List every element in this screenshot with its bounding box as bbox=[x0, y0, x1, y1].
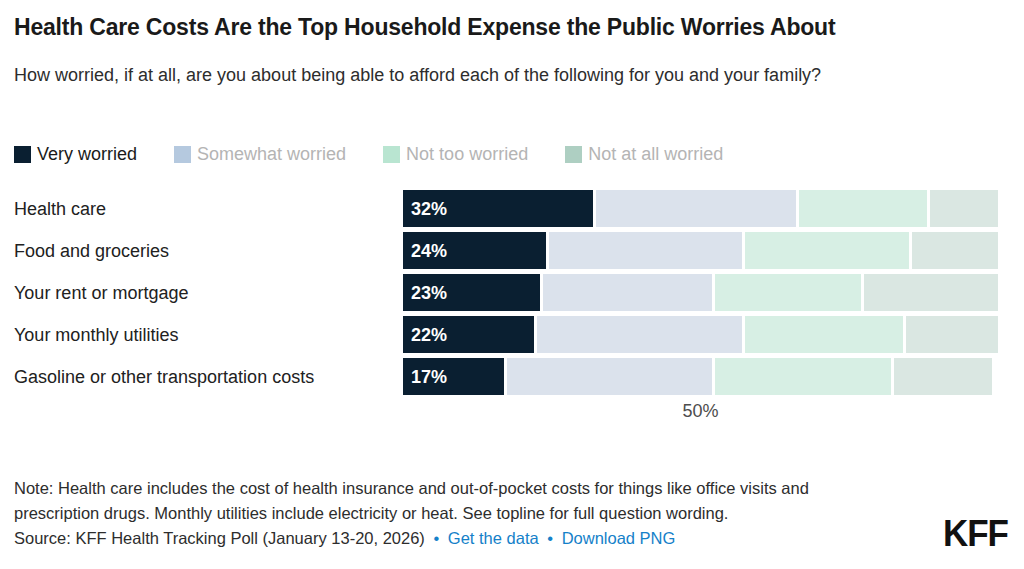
bar-segment-very-worried: 17% bbox=[403, 358, 504, 395]
kff-logo: KFF bbox=[943, 512, 1008, 554]
bar-segment-somewhat-worried bbox=[593, 190, 795, 227]
bar-group: 23% bbox=[403, 274, 998, 311]
bar-segment-not-at-all-worried bbox=[927, 190, 998, 227]
bar-segment-not-too-worried bbox=[712, 358, 891, 395]
separator-bullet: • bbox=[433, 529, 439, 547]
bar-segment-not-at-all-worried bbox=[891, 358, 992, 395]
category-label: Gasoline or other transportation costs bbox=[14, 366, 314, 387]
bar-group: 32% bbox=[403, 190, 998, 227]
x-axis-tick-label: 50% bbox=[682, 401, 718, 421]
bar-segment-very-worried: 23% bbox=[403, 274, 540, 311]
legend-label: Not too worried bbox=[406, 144, 528, 165]
get-the-data-link[interactable]: Get the data bbox=[448, 529, 539, 547]
bar-segment-very-worried: 22% bbox=[403, 316, 534, 353]
bar-segment-not-at-all-worried bbox=[909, 232, 998, 269]
bar-segment-not-too-worried bbox=[742, 232, 909, 269]
bar-segment-not-too-worried bbox=[712, 274, 861, 311]
legend-item-somewhat-worried: Somewhat worried bbox=[174, 144, 346, 165]
category-label: Health care bbox=[14, 198, 106, 219]
chart-row: Your monthly utilities 22% bbox=[0, 316, 1024, 353]
bar-group: 24% bbox=[403, 232, 998, 269]
category-label: Your rent or mortgage bbox=[14, 282, 188, 303]
bar-segment-not-at-all-worried bbox=[903, 316, 998, 353]
page-title: Health Care Costs Are the Top Household … bbox=[14, 13, 1010, 42]
bar-group: 22% bbox=[403, 316, 998, 353]
download-png-link[interactable]: Download PNG bbox=[562, 529, 676, 547]
bar-segment-very-worried: 32% bbox=[403, 190, 593, 227]
chart-row: Your rent or mortgage 23% bbox=[0, 274, 1024, 311]
stacked-bar-chart: Health care 32% Food and groceries 24% Your … bbox=[0, 190, 1024, 400]
chart-row: Gasoline or other transportation costs 17… bbox=[0, 358, 1024, 395]
bar-segment-somewhat-worried bbox=[546, 232, 742, 269]
chart-subtitle: How worried, if at all, are you about be… bbox=[14, 62, 966, 89]
bar-value-label: 22% bbox=[411, 324, 447, 345]
bar-value-label: 32% bbox=[411, 198, 447, 219]
x-axis: 50% bbox=[403, 401, 998, 422]
bar-segment-very-worried: 24% bbox=[403, 232, 546, 269]
bar-segment-somewhat-worried bbox=[504, 358, 712, 395]
legend-label: Very worried bbox=[37, 144, 137, 165]
bar-segment-somewhat-worried bbox=[540, 274, 713, 311]
source-text: Source: KFF Health Tracking Poll (Januar… bbox=[14, 529, 425, 547]
bar-segment-not-too-worried bbox=[796, 190, 927, 227]
bar-segment-not-at-all-worried bbox=[861, 274, 998, 311]
category-label: Food and groceries bbox=[14, 240, 169, 261]
chart-note: Note: Health care includes the cost of h… bbox=[14, 476, 894, 526]
legend-label: Not at all worried bbox=[588, 144, 723, 165]
legend-item-not-at-all-worried: Not at all worried bbox=[565, 144, 723, 165]
bar-value-label: 17% bbox=[411, 366, 447, 387]
bar-segment-somewhat-worried bbox=[534, 316, 742, 353]
legend-item-not-too-worried: Not too worried bbox=[383, 144, 528, 165]
source-line: Source: KFF Health Tracking Poll (Januar… bbox=[14, 529, 675, 548]
bar-group: 17% bbox=[403, 358, 998, 395]
legend-label: Somewhat worried bbox=[197, 144, 346, 165]
legend-swatch-somewhat-worried bbox=[174, 146, 191, 163]
bar-value-label: 24% bbox=[411, 240, 447, 261]
legend-swatch-not-at-all-worried bbox=[565, 146, 582, 163]
chart-legend: Very worried Somewhat worried Not too worr… bbox=[14, 144, 723, 165]
legend-swatch-not-too-worried bbox=[383, 146, 400, 163]
category-label: Your monthly utilities bbox=[14, 324, 178, 345]
separator-bullet: • bbox=[547, 529, 553, 547]
bar-value-label: 23% bbox=[411, 282, 447, 303]
legend-swatch-very-worried bbox=[14, 146, 31, 163]
bar-segment-not-too-worried bbox=[742, 316, 903, 353]
chart-row: Food and groceries 24% bbox=[0, 232, 1024, 269]
chart-card: Health Care Costs Are the Top Household … bbox=[0, 0, 1024, 569]
legend-item-very-worried: Very worried bbox=[14, 144, 137, 165]
chart-row: Health care 32% bbox=[0, 190, 1024, 227]
